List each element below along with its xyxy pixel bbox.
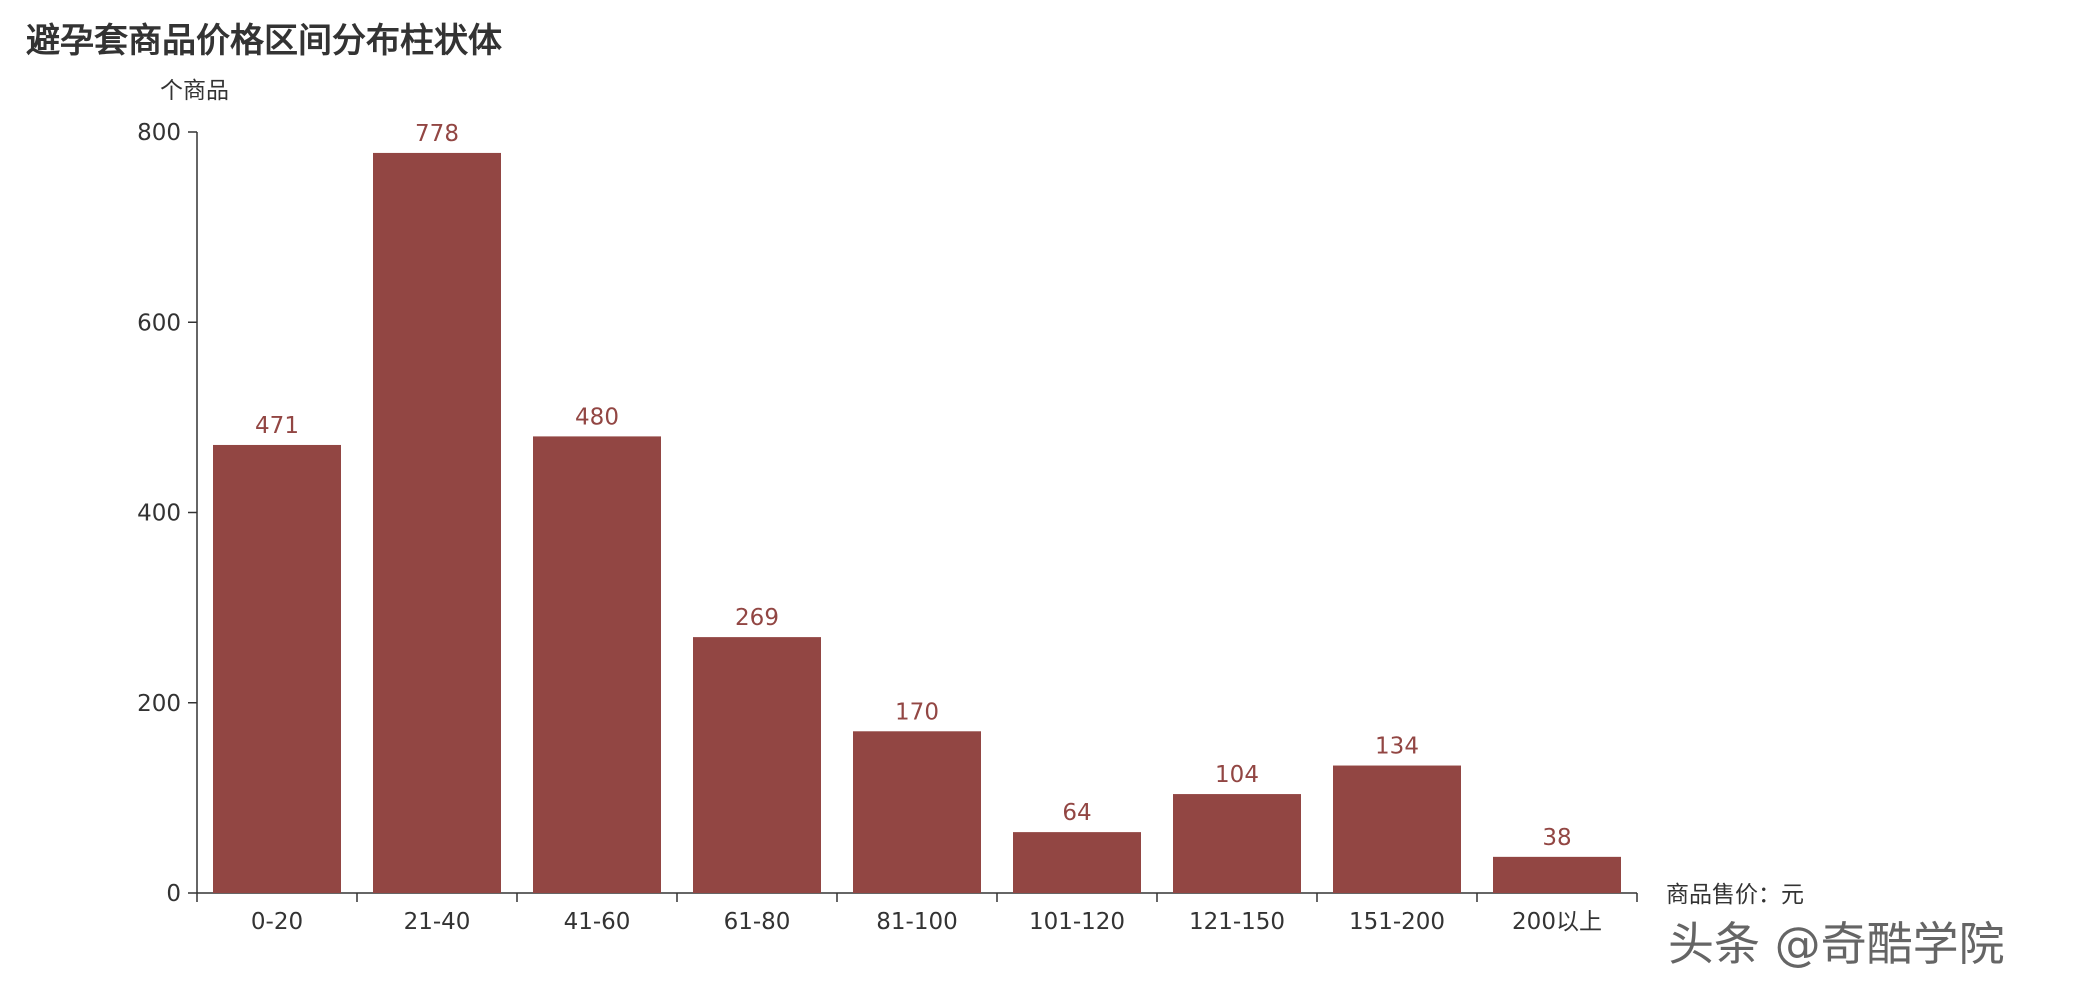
bar-121-150[interactable]: [1173, 794, 1301, 893]
bar-81-100[interactable]: [853, 731, 981, 893]
bar-151-200[interactable]: [1333, 765, 1461, 893]
bar-value-label: 471: [255, 413, 299, 439]
bar-labels: 471 778 480 269 170 64 104 134 38: [255, 121, 1572, 851]
y-tick-label: 600: [137, 310, 181, 336]
bar-value-label: 64: [1062, 800, 1091, 826]
bar-value-label: 134: [1375, 734, 1419, 760]
x-tick-label: 21-40: [404, 909, 471, 935]
y-tick-label: 400: [137, 501, 181, 527]
bar-value-label: 170: [895, 699, 939, 725]
y-axis: 0 200 400 600 800: [137, 120, 198, 907]
x-tick-label: 200以上: [1512, 909, 1602, 935]
bar-value-label: 480: [575, 404, 619, 430]
x-tick-label: 0-20: [251, 909, 303, 935]
bar-value-label: 38: [1542, 825, 1571, 851]
x-tick-label: 151-200: [1349, 909, 1445, 935]
bar-value-label: 269: [735, 605, 779, 631]
chart-title: 避孕套商品价格区间分布柱状体: [26, 21, 502, 61]
y-tick-label: 200: [137, 691, 181, 717]
x-tick-label: 121-150: [1189, 909, 1285, 935]
y-axis-name: 个商品: [160, 78, 229, 104]
bar-value-label: 778: [415, 121, 459, 147]
bar-0-20[interactable]: [213, 444, 341, 893]
y-tick-label: 800: [137, 120, 181, 146]
bar-101-120[interactable]: [1013, 832, 1141, 893]
y-tick-label: 0: [166, 881, 181, 907]
watermark: 头条 @奇酷学院: [1668, 917, 2005, 971]
x-tick-label: 61-80: [724, 909, 791, 935]
bars: [213, 152, 1621, 894]
bar-61-80[interactable]: [693, 637, 821, 893]
bar-value-label: 104: [1215, 762, 1259, 788]
x-tick-label: 101-120: [1029, 909, 1125, 935]
bar-200以上[interactable]: [1493, 856, 1621, 893]
x-tick-label: 41-60: [564, 909, 631, 935]
bar-41-60[interactable]: [533, 436, 661, 893]
x-tick-label: 81-100: [876, 909, 957, 935]
bar-21-40[interactable]: [373, 152, 501, 894]
x-axis-name: 商品售价：元: [1666, 882, 1804, 908]
x-axis: 0-20 21-40 41-60 61-80 81-100 101-120 121-150 1…: [196, 892, 1638, 935]
